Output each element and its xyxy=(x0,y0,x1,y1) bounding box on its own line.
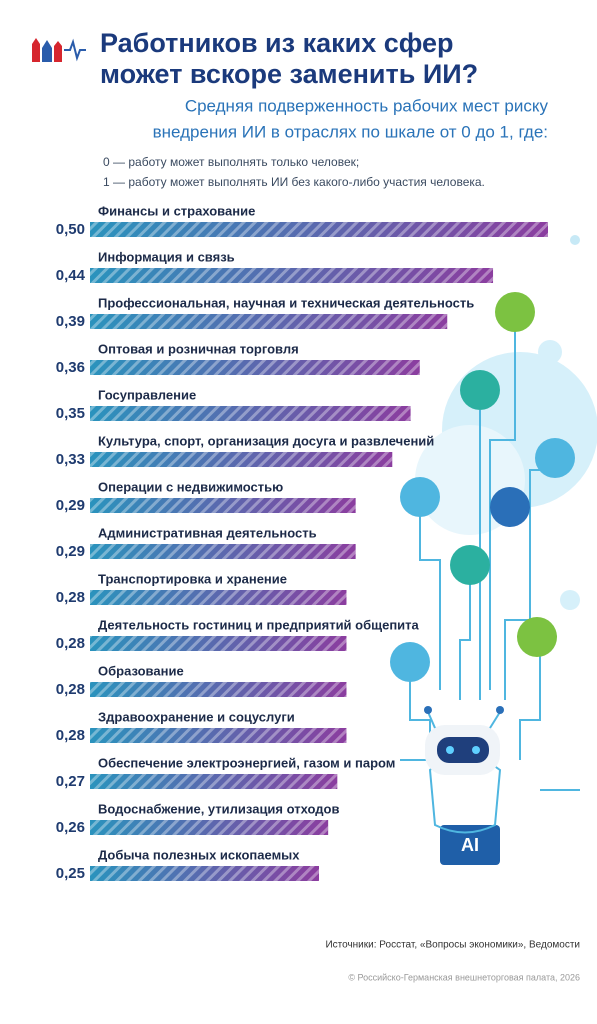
bar-stripes xyxy=(90,452,393,467)
bar-stripes xyxy=(90,314,448,329)
bar-stripes xyxy=(90,590,347,605)
bar-stripes xyxy=(90,498,356,513)
bar-stripes xyxy=(90,222,548,237)
copyright: © Российско-Германская внешнеторговая па… xyxy=(348,972,580,982)
bar-stripes xyxy=(90,406,411,421)
value-label: 0,36 xyxy=(56,359,85,376)
title: может вскоре заменить ИИ? xyxy=(100,59,478,89)
category-label: Оптовая и розничная торговля xyxy=(98,341,299,356)
illustration: AI xyxy=(390,235,597,865)
category-label: Транспортировка и хранение xyxy=(98,571,287,586)
value-label: 0,29 xyxy=(56,497,85,514)
category-label: Добыча полезных ископаемых xyxy=(98,847,300,862)
value-label: 0,28 xyxy=(56,727,85,744)
category-label: Информация и связь xyxy=(98,249,235,264)
subtitle: Средняя подверженность рабочих мест риск… xyxy=(185,96,549,115)
category-label: Административная деятельность xyxy=(98,525,317,540)
value-label: 0,28 xyxy=(56,589,85,606)
category-label: Профессиональная, научная и техническая … xyxy=(98,295,474,310)
bar-stripes xyxy=(90,820,329,835)
category-label: Водоснабжение, утилизация отходов xyxy=(98,801,339,816)
value-label: 0,25 xyxy=(56,865,85,882)
value-label: 0,50 xyxy=(56,221,85,238)
bar-stripes xyxy=(90,360,420,375)
svg-text:AI: AI xyxy=(461,835,479,855)
value-label: 0,28 xyxy=(56,635,85,652)
category-label: Госуправление xyxy=(98,387,196,402)
value-label: 0,28 xyxy=(56,681,85,698)
source: Источники: Росстат, «Вопросы экономики»,… xyxy=(325,940,580,951)
category-label: Операции с недвижимостью xyxy=(98,479,283,494)
value-label: 0,26 xyxy=(56,819,85,836)
subtitle: внедрения ИИ в отраслях по шкале от 0 до… xyxy=(153,122,548,141)
value-label: 0,27 xyxy=(56,773,85,790)
value-label: 0,35 xyxy=(56,405,85,422)
bar-stripes xyxy=(90,774,338,789)
bar-stripes xyxy=(90,268,494,283)
value-label: 0,44 xyxy=(56,267,86,284)
category-label: Здравоохранение и соцуслуги xyxy=(98,709,295,724)
bar-stripes xyxy=(90,636,347,651)
note: 0 — работу может выполнять только челове… xyxy=(103,155,359,169)
category-label: Финансы и страхование xyxy=(98,203,255,218)
bar-stripes xyxy=(90,728,347,743)
value-label: 0,39 xyxy=(56,313,85,330)
value-label: 0,33 xyxy=(56,451,85,468)
value-label: 0,29 xyxy=(56,543,85,560)
logo xyxy=(30,32,86,62)
note: 1 — работу может выполнять ИИ без какого… xyxy=(103,175,485,189)
category-label: Обеспечение электроэнергией, газом и пар… xyxy=(98,755,395,770)
bar-stripes xyxy=(90,866,319,881)
category-label: Деятельность гостиниц и предприятий обще… xyxy=(98,617,420,632)
bar-stripes xyxy=(90,682,347,697)
category-label: Культура, спорт, организация досуга и ра… xyxy=(98,433,434,448)
bar-stripes xyxy=(90,544,356,559)
category-label: Образование xyxy=(98,663,184,678)
title: Работников из каких сфер xyxy=(100,28,454,58)
